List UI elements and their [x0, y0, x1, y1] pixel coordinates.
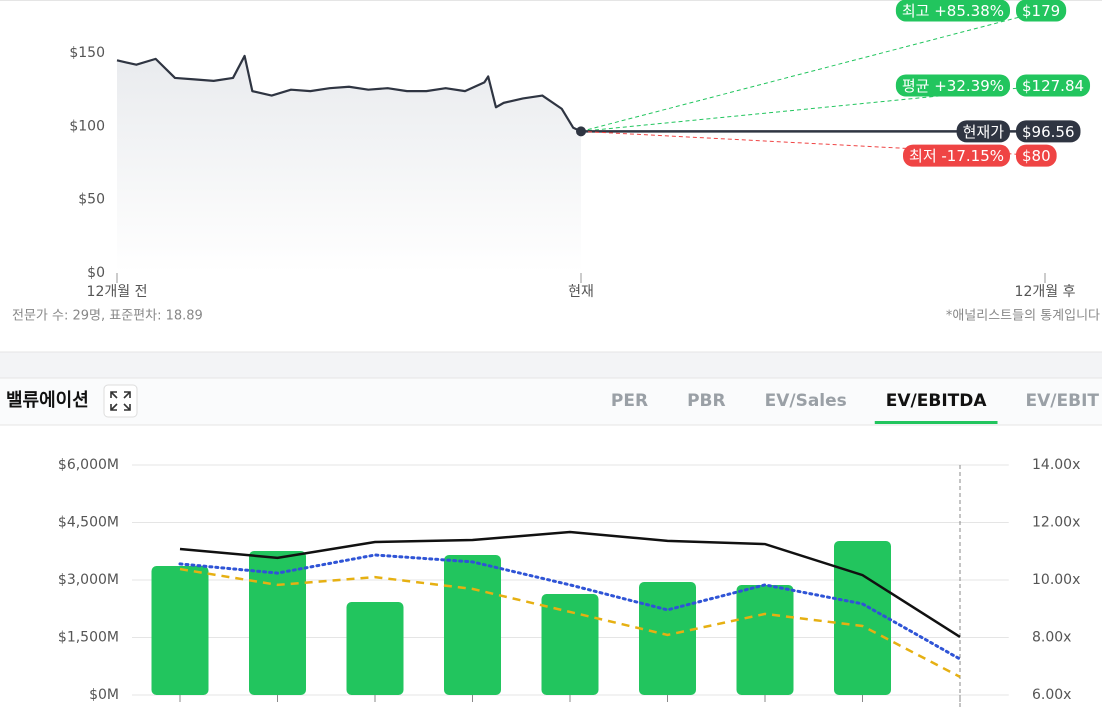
- y-tick-label: $0: [87, 265, 105, 281]
- tab[interactable]: EV/EBITDA: [886, 391, 988, 411]
- target-value-label: $80: [1022, 147, 1051, 165]
- target-value-pill: [1016, 74, 1091, 97]
- bar: [834, 540, 891, 695]
- target-label-pill: [956, 120, 1010, 143]
- bar: [151, 566, 209, 695]
- target-label: 현재가: [963, 123, 1005, 141]
- y-tick-label: $50: [78, 192, 105, 208]
- y2-tick-label: 12.00x: [1032, 515, 1080, 531]
- separator: [0, 352, 1102, 378]
- ratio-line: [179, 567, 961, 678]
- tab[interactable]: PBR: [687, 391, 726, 411]
- section-title: 밸류에이션: [6, 390, 89, 411]
- target-value-label: $179: [1022, 2, 1060, 20]
- y-tick-label: $0M: [89, 687, 119, 703]
- price-line: [116, 54, 582, 133]
- ratio-line: [178, 553, 962, 661]
- tab[interactable]: EV/EBIT: [1026, 391, 1100, 411]
- bar: [249, 550, 306, 695]
- target-label: 최고 +85.38%: [902, 2, 1004, 20]
- y-tick-label: $150: [69, 45, 105, 61]
- y-tick-label: $3,000M: [58, 572, 119, 588]
- target-line: [580, 9, 1046, 132]
- target-value-label: $96.56: [1022, 123, 1075, 141]
- target-value-pill: [1016, 0, 1067, 22]
- target-value-pill: [1016, 144, 1057, 167]
- target-label-pill: [903, 144, 1010, 167]
- expand-button[interactable]: [103, 384, 138, 418]
- y2-tick-label: 10.00x: [1032, 572, 1080, 588]
- y-tick-label: $6,000M: [58, 457, 119, 473]
- y2-tick-label: 6.00x: [1032, 687, 1071, 703]
- x-tick-label: 현재: [568, 284, 594, 300]
- active-tab-underline: [874, 421, 998, 424]
- y-tick-label: $100: [69, 118, 105, 134]
- bar: [346, 602, 404, 695]
- target-label: 평균 +32.39%: [902, 77, 1004, 95]
- bar: [541, 593, 599, 695]
- current-point: [576, 126, 586, 137]
- tab[interactable]: PER: [611, 391, 648, 411]
- note: *애널리스트들의 통계입니다: [946, 309, 1100, 324]
- y2-tick-label: 14.00x: [1032, 457, 1080, 473]
- target-value-label: $127.84: [1022, 77, 1084, 95]
- y-tick-label: $1,500M: [58, 630, 119, 646]
- price-area: [117, 55, 581, 273]
- target-label: 최저 -17.15%: [909, 147, 1004, 165]
- target-label-pill: [895, 74, 1010, 97]
- x-tick-label: 12개월 전: [87, 284, 148, 300]
- y2-tick-label: 8.00x: [1032, 630, 1071, 646]
- section-header: [0, 378, 1102, 425]
- y-tick-label: $4,500M: [58, 515, 119, 531]
- target-label-pill: [895, 0, 1010, 22]
- x-tick-label: 12개월 후: [1015, 284, 1076, 300]
- ratio-line: [179, 530, 961, 638]
- note: 전문가 수: 29명, 표준편차: 18.89: [12, 309, 203, 324]
- target-value-pill: [1016, 120, 1081, 143]
- bar: [736, 584, 794, 695]
- bar: [444, 555, 501, 695]
- bar: [639, 581, 696, 695]
- tab[interactable]: EV/Sales: [765, 391, 847, 411]
